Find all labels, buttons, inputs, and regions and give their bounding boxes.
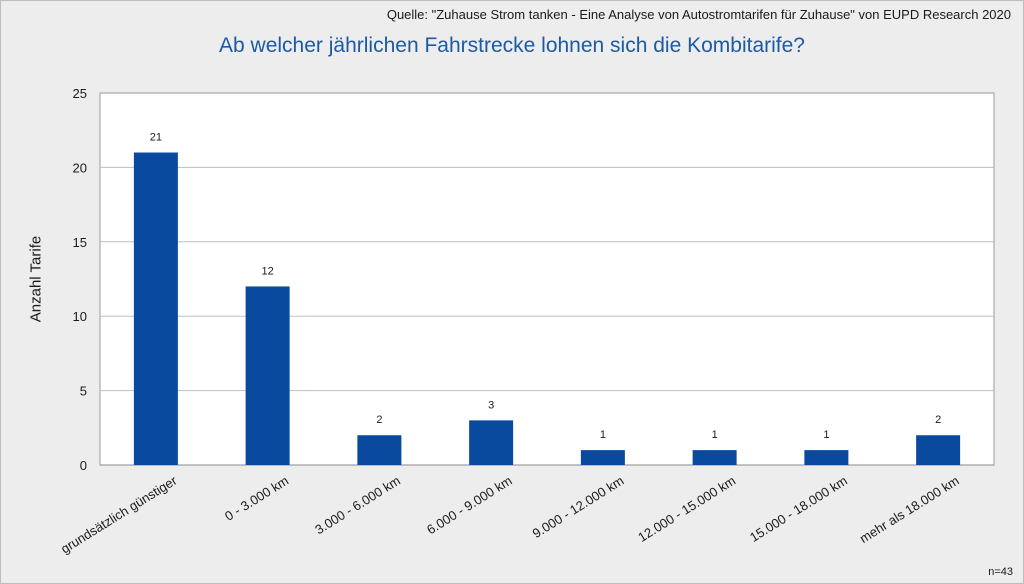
bar [580, 450, 625, 465]
chart-title: Ab welcher jährlichen Fahrstrecke lohnen… [219, 34, 805, 57]
y-tick-label: 5 [80, 384, 87, 399]
data-label: 2 [376, 414, 382, 426]
bar [469, 420, 514, 465]
data-label: 2 [935, 414, 941, 426]
x-category-label: 9.000 - 12.000 km [530, 473, 627, 541]
data-label: 21 [150, 132, 162, 144]
y-tick-label: 25 [73, 86, 87, 101]
data-label: 1 [823, 429, 829, 441]
x-category-label: 0 - 3.000 km [222, 473, 291, 524]
x-category-label: 12.000 - 15.000 km [635, 473, 738, 545]
bar [692, 450, 737, 465]
bar [245, 286, 290, 465]
sample-size-note: n=43 [988, 566, 1013, 578]
plot-area [99, 92, 995, 466]
bar [357, 435, 402, 465]
data-label: 3 [488, 399, 494, 411]
x-category-label: mehr als 18.000 km [857, 473, 962, 546]
source-note: Quelle: "Zuhause Strom tanken - Eine Ana… [386, 7, 1011, 22]
data-label: 1 [600, 429, 606, 441]
y-tick-label: 10 [73, 309, 87, 324]
x-category-label: 3.000 - 6.000 km [312, 473, 403, 537]
y-tick-label: 20 [73, 160, 87, 175]
bar [804, 450, 849, 465]
x-category-label: 6.000 - 9.000 km [424, 473, 515, 537]
x-category-label: 15.000 - 18.000 km [747, 473, 850, 545]
bar [916, 435, 961, 465]
data-label: 12 [262, 265, 274, 277]
bar [133, 152, 178, 465]
data-label: 1 [712, 429, 718, 441]
x-category-label: grundsätzlich günstiger [58, 472, 180, 556]
y-tick-label: 0 [80, 458, 87, 473]
y-tick-label: 15 [73, 235, 87, 250]
